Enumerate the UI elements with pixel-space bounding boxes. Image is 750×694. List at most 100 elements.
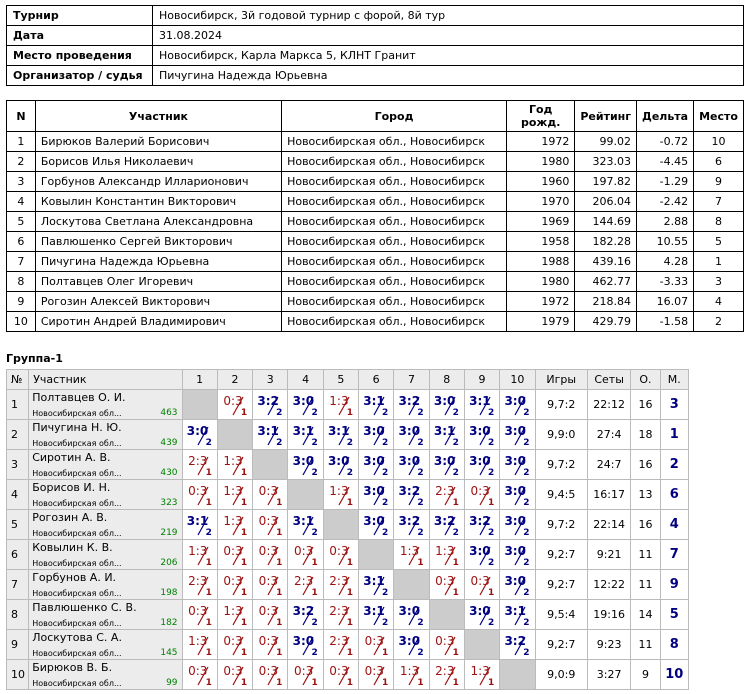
score-slash-icon: [197, 426, 209, 446]
player-rating: 145: [160, 648, 178, 658]
match-points: 1: [205, 618, 212, 628]
match-result-cell: 3:1 2: [499, 599, 536, 630]
score-slash-icon: [408, 636, 420, 656]
score-slash-icon: [232, 546, 244, 566]
player-rating: 182: [160, 618, 178, 628]
score-slash-icon: [197, 516, 209, 536]
cross-points: 11: [630, 539, 661, 570]
score-slash-icon: [267, 546, 279, 566]
match-result-cell: 0:3 1: [252, 629, 289, 660]
cross-row: 2 Пичугина Н. Ю. Новосибирская обл... 439 3:…: [5, 419, 690, 450]
participant-cell: 9: [6, 291, 36, 312]
match-points: 1: [311, 678, 318, 688]
score-slash-icon: [267, 426, 279, 446]
match-points: 2: [205, 528, 212, 538]
score-slash-icon: [444, 426, 456, 446]
match-points: 2: [311, 438, 318, 448]
score-slash-icon: [408, 396, 420, 416]
match-score: 0:3: [258, 514, 278, 528]
match-points: 1: [205, 648, 212, 658]
score-slash-icon: [302, 666, 314, 686]
cross-games: 9,0:9: [534, 659, 588, 690]
info-value: Новосибирск, 3й годовой турнир с форой, …: [152, 5, 744, 26]
cross-col-opponent: 2: [216, 369, 254, 390]
participants-col-header: Город: [281, 100, 508, 132]
player-name: Борисов И. Н.: [32, 481, 111, 494]
match-result-cell: 0:3 1: [181, 479, 218, 510]
match-points: 2: [523, 528, 530, 538]
match-result-cell: 3:2 2: [287, 599, 324, 630]
participant-row: 10 Сиротин Андрей Владимирович Новосибирск…: [6, 311, 744, 332]
match-points: 1: [452, 678, 459, 688]
match-points: 2: [523, 498, 530, 508]
cross-row-num: 4: [5, 479, 30, 510]
cross-player-cell: Рогозин А. В. Новосибирская обл... 219: [28, 509, 183, 540]
match-score: 1:3: [329, 394, 349, 408]
score-slash-icon: [373, 456, 385, 476]
cross-row-num: 1: [5, 389, 30, 420]
score-slash-icon: [514, 516, 526, 536]
cross-sets: 19:16: [586, 599, 632, 630]
score-slash-icon: [338, 426, 350, 446]
match-points: 2: [487, 558, 495, 568]
cross-points: 11: [630, 569, 661, 600]
match-points: 1: [382, 678, 389, 688]
info-value: 31.08.2024: [152, 25, 744, 46]
cross-self-cell: [252, 449, 289, 480]
match-result-cell: 1:3 1: [181, 629, 218, 660]
match-points: 2: [523, 408, 530, 418]
player-name: Бирюков В. Б.: [32, 661, 113, 674]
participant-cell: -4.45: [636, 151, 695, 172]
cross-player-cell: Сиротин А. В. Новосибирская обл... 430: [28, 449, 183, 480]
score-slash-icon: [479, 516, 491, 536]
player-name: Ковылин К. В.: [32, 541, 113, 554]
score-slash-icon: [514, 456, 526, 476]
score-slash-icon: [338, 606, 350, 626]
cross-row: 7 Горбунов А. И. Новосибирская обл... 198 2:…: [5, 569, 690, 600]
player-city: Новосибирская обл...: [32, 589, 122, 598]
cross-row-num: 7: [5, 569, 30, 600]
match-score: 0:3: [223, 394, 243, 408]
score-slash-icon: [444, 666, 456, 686]
participant-cell: 2: [693, 311, 744, 332]
match-result-cell: 1:3 1: [216, 479, 254, 510]
match-points: 1: [452, 558, 459, 568]
participant-cell: 8: [693, 211, 744, 232]
match-score: 0:3: [258, 544, 278, 558]
score-slash-icon: [373, 606, 385, 626]
participants-header-row: N Участник Город Год рожд. Рейтинг Дельта Мест…: [6, 100, 744, 132]
score-slash-icon: [373, 636, 385, 656]
group-title: Группа-1: [6, 352, 63, 365]
score-slash-icon: [514, 636, 526, 656]
participant-row: 4 Ковылин Константин Викторович Новосибирс…: [6, 191, 744, 212]
participant-row: 6 Павлюшенко Сергей Викторович Новосибирск…: [6, 231, 744, 252]
participant-cell: 182.28: [574, 231, 638, 252]
match-points: 2: [417, 408, 424, 418]
cross-points: 16: [630, 509, 661, 540]
participant-cell: Бирюков Валерий Борисович: [34, 131, 283, 152]
match-points: 1: [452, 588, 459, 598]
info-row: Турнир Новосибирск, 3й годовой турнир с ф…: [6, 5, 744, 26]
match-score: 0:3: [470, 574, 490, 588]
cross-sets: 9:23: [586, 629, 632, 660]
match-points: 2: [487, 438, 495, 448]
cross-points: 16: [630, 449, 661, 480]
match-score: 1:3: [435, 544, 455, 558]
score-slash-icon: [302, 396, 314, 416]
match-score: 0:3: [258, 604, 278, 618]
cross-col-points: О.: [630, 369, 661, 390]
score-slash-icon: [302, 546, 314, 566]
match-points: 2: [487, 468, 495, 478]
match-score: 2:3: [188, 574, 208, 588]
participant-cell: 1980: [506, 271, 576, 292]
match-result-cell: 1:3 1: [393, 659, 430, 690]
match-points: 2: [382, 528, 389, 538]
score-slash-icon: [373, 516, 385, 536]
match-points: 1: [487, 588, 495, 598]
participant-cell: 1969: [506, 211, 576, 232]
cross-place: 7: [659, 539, 690, 570]
score-slash-icon: [408, 456, 420, 476]
participant-cell: Новосибирская обл., Новосибирск: [281, 151, 508, 172]
score-slash-icon: [408, 606, 420, 626]
cross-place: 10: [659, 659, 690, 690]
